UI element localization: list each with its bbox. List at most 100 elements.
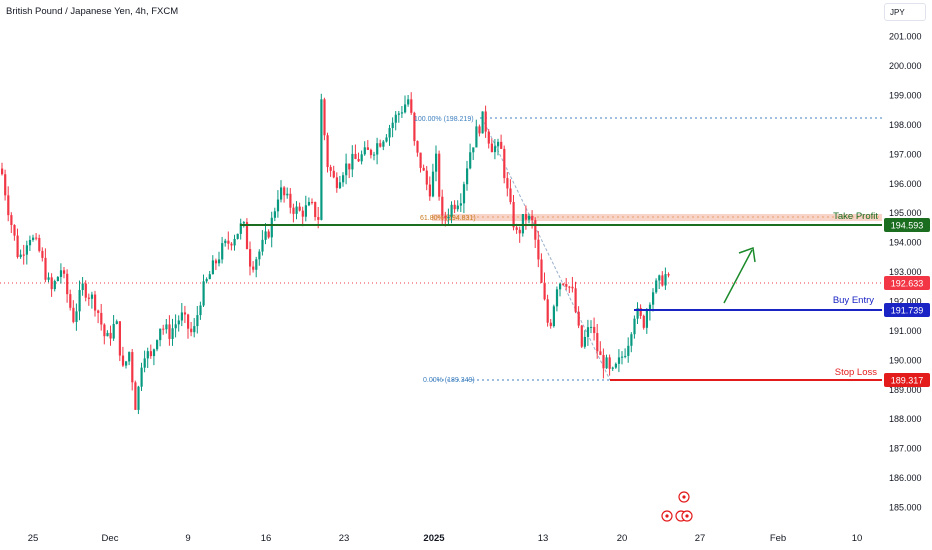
candle-body — [577, 311, 580, 326]
candle-body — [87, 297, 90, 299]
fib-trend-line — [481, 117, 611, 381]
price-axis[interactable]: 201.000 200.000 199.000 198.000 197.000 196.0… — [889, 32, 922, 513]
candle-body — [376, 143, 379, 155]
candle-body — [611, 367, 614, 369]
candle-body — [648, 304, 652, 311]
candle-body — [301, 210, 304, 217]
time-tick-label: 20 — [617, 533, 628, 544]
candle-body — [630, 334, 633, 346]
stop-loss-label: Stop Loss — [835, 367, 877, 378]
candle-body — [487, 131, 490, 144]
candle-body — [193, 326, 196, 333]
currency-button[interactable]: JPY — [884, 3, 926, 21]
candle-body — [345, 163, 348, 176]
candle-body — [599, 351, 602, 356]
candle-body — [280, 187, 283, 200]
candle-body — [187, 314, 190, 329]
candle-body — [416, 141, 419, 153]
price-tick-label: 196.000 — [889, 179, 922, 189]
candle-body — [425, 170, 428, 185]
candle-body — [366, 147, 369, 150]
candle-body — [270, 217, 273, 238]
candle-body — [165, 324, 168, 330]
candle-body — [484, 111, 487, 132]
candle-body — [627, 345, 630, 356]
candle-body — [199, 305, 202, 316]
candle-body — [134, 382, 137, 410]
candle-body — [326, 135, 329, 168]
candle-body — [580, 325, 583, 347]
price-tick-label: 199.000 — [889, 91, 922, 101]
candle-body — [22, 254, 25, 256]
candle-body — [311, 201, 314, 203]
candle-body — [298, 206, 301, 211]
candle-body — [41, 250, 44, 258]
candle-body — [314, 202, 317, 218]
take-profit-label: Take Profit — [833, 211, 878, 222]
candle-body — [323, 99, 326, 136]
candle-body — [63, 270, 66, 274]
candle-body — [261, 239, 264, 252]
price-tick-label: 201.000 — [889, 32, 922, 42]
candle-body — [574, 288, 577, 312]
candle-body — [528, 215, 531, 220]
time-tick-label: 10 — [852, 533, 863, 544]
candle-body — [59, 270, 63, 277]
candle-body — [512, 201, 515, 228]
candle-body — [642, 315, 645, 328]
candle-body — [28, 239, 32, 246]
candle-body — [146, 351, 149, 359]
svg-text:192.633: 192.633 — [891, 279, 924, 289]
candle-body — [475, 126, 478, 148]
candle-body — [394, 114, 397, 123]
candle-body — [205, 279, 208, 282]
candle-body — [258, 251, 261, 260]
candle-body — [47, 277, 50, 280]
candle-body — [534, 220, 537, 240]
candle-body — [664, 274, 667, 286]
last-price-tag: 192.633 — [884, 276, 930, 290]
candle-body — [373, 154, 376, 156]
candle-body — [171, 328, 174, 339]
candle-body — [156, 340, 159, 350]
candle-body — [115, 321, 118, 324]
stop-loss-price-tag: 189.317 — [884, 373, 930, 387]
candle-body — [295, 206, 298, 214]
candle-body — [230, 243, 233, 246]
time-axis[interactable]: 25 Dec 9 16 23 2025 13 20 27 Feb 10 — [28, 533, 863, 544]
candle-body — [342, 175, 345, 183]
price-tick-label: 191.000 — [889, 326, 922, 336]
candle-body — [100, 312, 103, 325]
candle-body — [283, 187, 286, 196]
candle-body — [338, 182, 342, 189]
candle-body — [143, 358, 146, 368]
candle-body — [227, 240, 230, 244]
candle-body — [462, 184, 466, 204]
candle-body — [4, 174, 7, 196]
time-tick-label: 9 — [185, 533, 190, 544]
candle-body — [385, 137, 388, 142]
candle-body — [459, 203, 462, 206]
price-tick-label: 187.000 — [889, 444, 922, 454]
candle-body — [444, 215, 447, 219]
symbol-title: British Pound / Japanese Yen, 4h, FXCM — [6, 6, 179, 17]
candle-body — [211, 260, 214, 275]
candle-body — [320, 99, 323, 220]
event-icons[interactable] — [661, 491, 693, 522]
candle-body — [645, 310, 648, 328]
candle-body — [422, 167, 425, 171]
candle-body — [617, 357, 621, 364]
candle-body — [84, 283, 87, 298]
candle-body — [38, 237, 41, 251]
candle-body — [16, 235, 19, 258]
price-tick-label: 190.000 — [889, 355, 922, 365]
candle-body — [236, 233, 239, 239]
candle-body — [19, 254, 22, 258]
candle-body — [633, 318, 636, 335]
candle-body — [44, 257, 47, 280]
event-icon — [682, 495, 686, 499]
fib-label-100: 100.00% (198.219) — [414, 116, 474, 123]
candle-body — [639, 307, 642, 316]
candle-body — [450, 204, 453, 217]
